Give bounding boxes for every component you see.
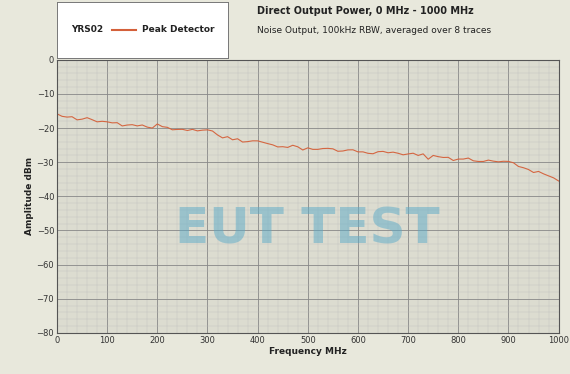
- Y-axis label: Amplitude dBm: Amplitude dBm: [25, 157, 34, 235]
- Text: Direct Output Power, 0 MHz - 1000 MHz: Direct Output Power, 0 MHz - 1000 MHz: [256, 6, 473, 16]
- Text: Noise Output, 100kHz RBW, averaged over 8 traces: Noise Output, 100kHz RBW, averaged over …: [256, 26, 491, 35]
- X-axis label: Frequency MHz: Frequency MHz: [269, 347, 347, 356]
- Text: Peak Detector: Peak Detector: [142, 25, 215, 34]
- Text: YRS02: YRS02: [71, 25, 103, 34]
- Text: EUT TEST: EUT TEST: [176, 205, 440, 253]
